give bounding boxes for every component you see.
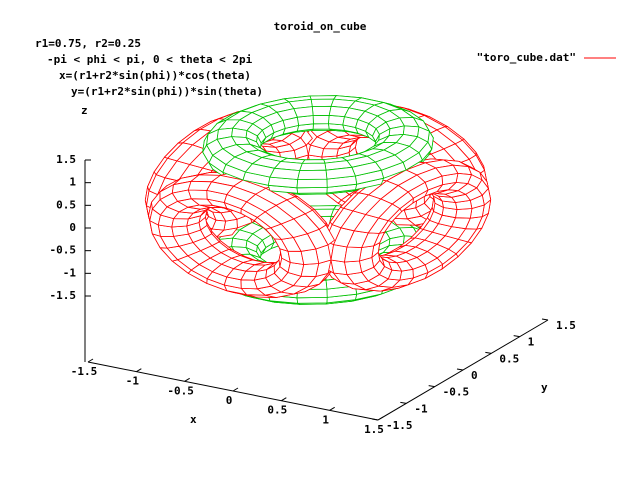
mesh-quad	[344, 246, 363, 263]
mesh-quad	[455, 208, 473, 219]
y-tick	[400, 401, 407, 404]
legend-label: "toro_cube.dat"	[477, 51, 576, 64]
y-tick	[513, 335, 520, 338]
mesh-quad	[187, 189, 208, 200]
mesh-quad	[344, 260, 363, 276]
y-tick-label: -0.5	[443, 386, 470, 399]
y-tick	[541, 318, 549, 321]
annotation: r1=0.75, r2=0.25	[35, 37, 141, 50]
mesh-quad	[312, 114, 330, 125]
z-tick-label: 1	[69, 176, 76, 189]
x-tick-label: 0.5	[267, 404, 287, 417]
mesh-quad	[300, 248, 320, 265]
y-tick-label: -1	[414, 402, 428, 415]
x-tick	[184, 377, 190, 382]
mesh-quad	[311, 105, 332, 116]
z-tick-label: 0	[69, 221, 76, 234]
x-tick-label: 0	[226, 394, 233, 407]
annotation: x=(r1+r2*sin(phi))*cos(theta)	[59, 69, 251, 82]
surface	[144, 95, 492, 305]
x-tick	[136, 368, 142, 373]
y-tick-label: 1.5	[556, 319, 576, 332]
y-tick	[456, 368, 464, 371]
axes: -1.5-1-0.500.511.5 -1.5-1-0.500.511.5-1.5…	[50, 153, 576, 436]
mesh-quad	[296, 296, 328, 304]
mesh-quad	[297, 169, 328, 180]
x-tick	[281, 397, 287, 402]
mesh-quad	[296, 178, 328, 189]
x-tick-label: -0.5	[167, 384, 194, 397]
mesh-quad	[365, 198, 393, 219]
z-tick-label: 1.5	[56, 153, 76, 166]
mesh-quad	[171, 218, 189, 228]
x-tick	[329, 406, 335, 411]
x-tick	[232, 387, 239, 392]
x-tick	[87, 358, 94, 363]
z-tick-label: -1.5	[50, 289, 77, 302]
z-axis-label: z	[81, 104, 88, 117]
x-tick-label: 1.5	[364, 423, 384, 436]
z-tick-label: -1	[63, 266, 77, 279]
mesh-quad	[264, 204, 295, 225]
x-tick	[377, 416, 384, 421]
mesh-quad	[296, 186, 328, 194]
annotation: -pi < phi < pi, 0 < theta < 2pi	[47, 53, 253, 66]
x-tick-label: -1.5	[71, 365, 98, 378]
y-tick	[428, 385, 435, 388]
x-tick-label: -1	[126, 375, 140, 388]
y-tick	[485, 351, 492, 354]
z-tick-label: 0.5	[56, 198, 76, 211]
mesh-quad	[300, 263, 320, 277]
mesh-quad	[269, 167, 301, 180]
x-axis-label: x	[190, 413, 197, 426]
mesh-quad	[321, 148, 339, 158]
y-axis-label: y	[541, 381, 548, 394]
mesh-quad	[299, 162, 327, 172]
annotation: y=(r1+r2*sin(phi))*sin(theta)	[71, 85, 263, 98]
y-tick	[371, 418, 379, 421]
z-tick-label: -0.5	[50, 244, 77, 257]
mesh-quad	[310, 98, 335, 107]
y-tick-label: 1	[528, 336, 535, 349]
chart-title: toroid_on_cube	[274, 20, 367, 33]
y-tick-label: 0.5	[499, 352, 519, 365]
mesh-quad	[171, 225, 189, 237]
y-tick-label: 0	[471, 369, 478, 382]
mesh-quad	[312, 123, 330, 130]
x-tick-label: 1	[322, 413, 329, 426]
y-tick-label: -1.5	[386, 419, 413, 432]
